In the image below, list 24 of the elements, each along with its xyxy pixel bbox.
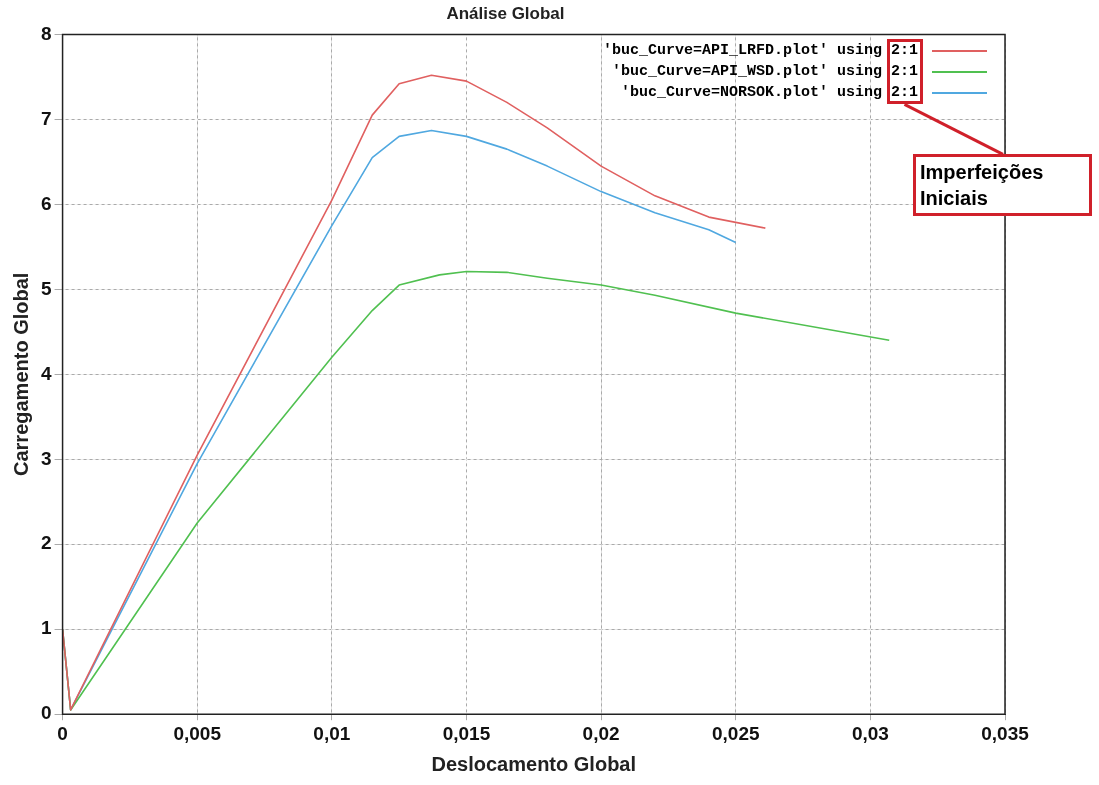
y-tick-label: 7: [40, 107, 52, 129]
annotation: Imperfeições Iniciais: [913, 154, 1092, 217]
chart-title: Análise Global: [446, 3, 565, 23]
legend-label: 'buc_Curve=API_WSD.plot' using 2:1: [611, 63, 918, 81]
y-tick-label: 3: [40, 447, 52, 469]
y-tick-label: 1: [40, 617, 52, 639]
x-tick-label: 0,025: [711, 722, 760, 744]
y-axis-title: Carregamento Global: [9, 272, 32, 476]
x-tick-label: 0: [57, 722, 68, 744]
x-tick-label: 0,02: [582, 722, 620, 744]
x-tick-label: 0,015: [442, 722, 491, 744]
y-tick-label: 4: [40, 362, 52, 384]
x-axis-title: Deslocamento Global: [431, 752, 637, 775]
x-tick-label: 0,03: [851, 722, 889, 744]
y-tick-label: 5: [40, 277, 52, 299]
y-tick-label: 0: [40, 702, 52, 724]
x-tick-label: 0,035: [981, 722, 1030, 744]
x-tick-label: 0,005: [173, 722, 222, 744]
legend-label: 'buc_Curve=API_LRFD.plot' using 2:1: [602, 42, 918, 60]
y-tick-label: 6: [40, 192, 52, 214]
y-tick-label: 8: [40, 22, 52, 44]
y-tick-label: 2: [40, 532, 52, 554]
legend-label: 'buc_Curve=NORSOK.plot' using 2:1: [620, 84, 918, 102]
x-tick-label: 0,01: [313, 722, 351, 744]
